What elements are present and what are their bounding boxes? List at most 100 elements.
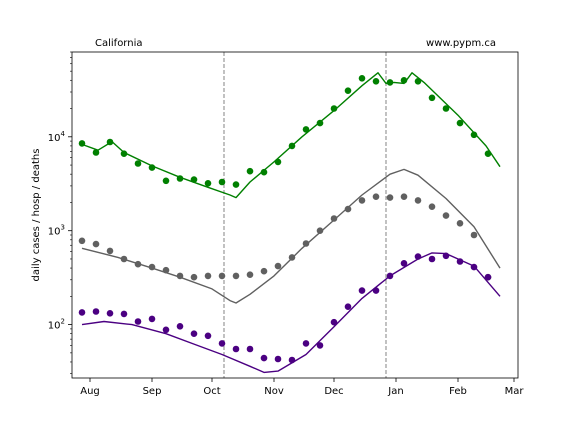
series-2-point-12 — [246, 345, 254, 353]
vertical-lines-group — [223, 52, 387, 378]
series-0-point-22 — [386, 79, 394, 86]
series-2-point-4 — [134, 318, 142, 325]
series-1-curve — [81, 168, 501, 304]
series-2-point-26 — [442, 252, 450, 260]
series-2-point-18 — [330, 318, 338, 326]
series-2-point-20 — [358, 287, 366, 294]
series-2-point-6 — [162, 326, 170, 334]
series-0-point-13 — [260, 168, 268, 176]
series-1-point-2 — [106, 247, 114, 255]
series-2-point-5 — [148, 315, 156, 323]
series-1-point-24 — [414, 197, 422, 204]
series-1-point-7 — [176, 272, 184, 280]
series-0-point-5 — [148, 164, 156, 171]
series-2-point-17 — [316, 342, 324, 349]
series-0-point-20 — [358, 75, 366, 82]
series-0-point-11 — [232, 181, 240, 188]
series-0-point-0 — [78, 140, 86, 147]
series-1-point-9 — [204, 272, 212, 280]
series-2-point-19 — [344, 303, 352, 311]
series-0-point-18 — [330, 105, 338, 112]
series-1-point-26 — [442, 212, 450, 219]
series-1-point-10 — [218, 272, 226, 280]
series-2-point-23 — [400, 260, 408, 267]
series-1-point-4 — [134, 260, 142, 268]
series-0-point-19 — [344, 87, 352, 94]
series-0-curve — [81, 72, 501, 199]
series-1-point-19 — [344, 205, 352, 213]
x-tick-label-5: Jan — [387, 386, 403, 397]
y-tick-label-2: 104 — [48, 130, 66, 144]
series-1-point-6 — [162, 266, 170, 274]
series-0-point-3 — [120, 150, 128, 157]
series-1-point-3 — [120, 255, 128, 263]
series-2-point-1 — [92, 308, 100, 315]
series-1-point-28 — [470, 231, 478, 239]
series-1-point-14 — [274, 262, 282, 270]
series-0-point-6 — [162, 177, 170, 185]
series-0-point-28 — [470, 131, 478, 139]
series-2-point-21 — [372, 287, 380, 294]
series-0-point-4 — [134, 160, 142, 167]
series-2-point-29 — [484, 273, 492, 281]
series-1-point-11 — [232, 272, 240, 280]
series-2-point-15 — [288, 356, 296, 364]
series-0-point-2 — [106, 138, 114, 146]
series-0-point-24 — [414, 78, 422, 85]
curves-group — [81, 72, 501, 374]
series-2-point-8 — [190, 330, 198, 338]
series-1-point-18 — [330, 215, 338, 222]
x-tick-label-6: Feb — [449, 386, 467, 397]
series-0-point-12 — [246, 167, 254, 175]
series-0-point-29 — [484, 150, 492, 157]
series-1-point-8 — [190, 273, 198, 281]
series-2-point-25 — [428, 255, 436, 263]
axes-group: Aug Sep Oct Nov Dec Jan Feb Mar 102 103 104 — [48, 51, 525, 397]
series-2-point-16 — [302, 340, 310, 347]
y-tick-label-0: 102 — [48, 318, 65, 332]
series-0-point-27 — [456, 119, 464, 127]
annotation-right: www.pypm.ca — [426, 38, 496, 49]
x-tick-label-0: Aug — [80, 386, 100, 397]
series-0-point-15 — [288, 142, 296, 150]
x-tick-label-3: Nov — [264, 386, 284, 397]
series-1-point-27 — [456, 220, 464, 227]
series-1-point-0 — [78, 237, 86, 245]
series-2-point-22 — [386, 272, 394, 280]
series-1-point-12 — [246, 271, 254, 279]
series-2-point-7 — [176, 323, 184, 330]
x-tick-label-7: Mar — [505, 386, 525, 397]
x-tick-label-2: Oct — [203, 386, 220, 397]
series-2-point-14 — [274, 355, 282, 363]
series-0-point-9 — [204, 180, 212, 187]
series-2-point-0 — [78, 309, 86, 316]
series-0-point-23 — [400, 77, 408, 84]
y-axis-label: daily cases / hosp / deaths — [31, 149, 42, 282]
series-0-point-17 — [316, 119, 324, 127]
series-2-point-3 — [120, 310, 128, 318]
annotation-left: California — [95, 38, 143, 49]
series-0-point-14 — [274, 158, 282, 166]
x-tick-label-4: Dec — [324, 386, 343, 397]
series-1-point-20 — [358, 197, 366, 204]
series-1-point-13 — [260, 267, 268, 275]
series-2-point-24 — [414, 253, 422, 260]
x-tick-label-1: Sep — [143, 386, 162, 397]
series-0-point-10 — [218, 178, 226, 186]
series-2-point-27 — [456, 258, 464, 265]
series-2-point-13 — [260, 354, 268, 362]
series-1-point-22 — [386, 194, 394, 201]
series-1-point-21 — [372, 193, 380, 200]
series-2-curve — [81, 252, 501, 374]
series-1-point-5 — [148, 263, 156, 271]
series-1-point-16 — [302, 240, 310, 247]
series-2-point-2 — [106, 310, 114, 317]
series-1-point-23 — [400, 193, 408, 200]
y-tick-label-1: 103 — [48, 224, 65, 238]
series-0-point-1 — [92, 149, 100, 156]
series-0-point-21 — [372, 78, 380, 85]
series-1-point-1 — [92, 240, 100, 248]
series-0-point-8 — [190, 176, 198, 183]
